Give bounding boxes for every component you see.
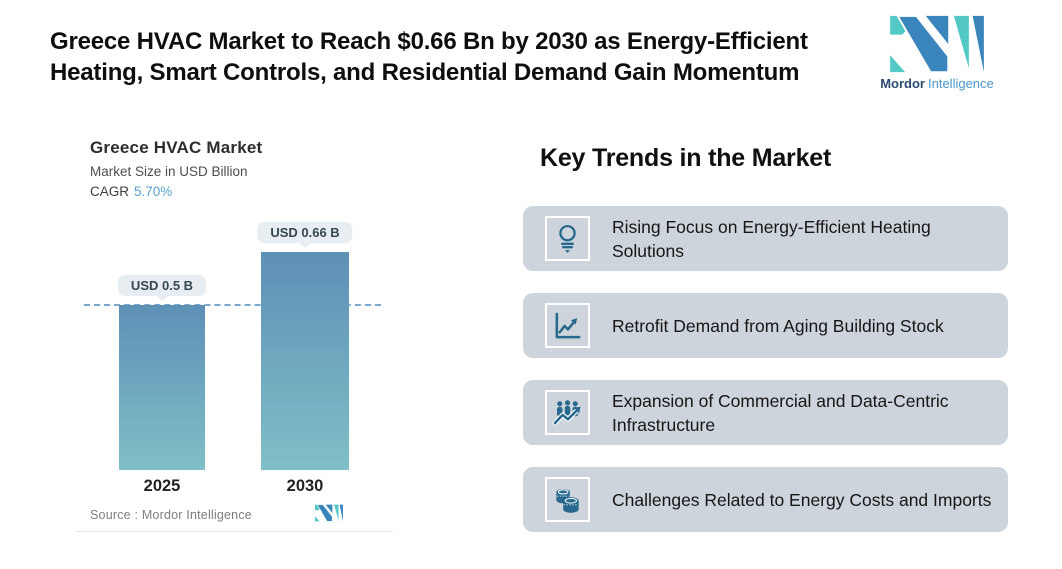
source-row: Source : Mordor Intelligence — [90, 506, 385, 524]
bar-plot: USD 0.5 B USD 0.66 B — [75, 120, 393, 470]
lightbulb-icon — [559, 224, 576, 254]
reference-dashed-line — [84, 304, 381, 306]
trend-text: Rising Focus on Energy-Efficient Heating… — [612, 216, 931, 261]
value-label-2025: USD 0.5 B — [117, 275, 207, 301]
people-growth-icon — [552, 400, 581, 426]
trend-card-energy-efficient-heating: Rising Focus on Energy-Efficient Heating… — [523, 206, 1008, 271]
chart-title: Greece HVAC Market — [90, 138, 263, 157]
trend-cards: Rising Focus on Energy-Efficient Heating… — [523, 206, 1008, 532]
trend-text: Challenges Related to Energy Costs and I… — [612, 489, 992, 510]
market-chart-panel: Greece HVAC Market Market Size in USD Bi… — [75, 120, 393, 532]
brand-name-bold: Mordor — [880, 76, 925, 91]
x-axis-label-2030: 2030 — [286, 477, 324, 495]
mordor-logo-icon — [890, 14, 984, 74]
brand-name-light: Intelligence — [928, 76, 994, 91]
value-pill-2030: USD 0.66 B — [257, 222, 353, 243]
x-axis-label-2025: 2025 — [143, 477, 181, 495]
page-title-line2: Heating, Smart Controls, and Residential… — [50, 59, 800, 86]
bar-2025 — [119, 305, 205, 470]
trend-icon-box — [545, 216, 590, 261]
trend-text: Expansion of Commercial and Data-Centric… — [612, 390, 949, 435]
page-title-line1: Greece HVAC Market to Reach $0.66 Bn by … — [50, 28, 808, 55]
value-pill-pointer — [154, 295, 169, 301]
value-pill-2025: USD 0.5 B — [117, 275, 207, 296]
cagr-label: CAGR — [90, 184, 130, 199]
page-title: Greece HVAC Market to Reach $0.66 Bn by … — [50, 26, 808, 88]
trend-icon-box — [545, 390, 590, 435]
mordor-logo-small-icon — [315, 504, 343, 522]
line-chart-icon — [555, 312, 581, 339]
brand-wordmark: Mordor Intelligence — [880, 76, 994, 91]
trend-icon-box — [545, 303, 590, 348]
brand-logo: Mordor Intelligence — [878, 14, 996, 91]
value-pill-pointer — [298, 242, 312, 248]
trend-card-energy-costs: Challenges Related to Energy Costs and I… — [523, 467, 1008, 532]
trend-card-retrofit-demand: Retrofit Demand from Aging Building Stoc… — [523, 293, 1008, 358]
cagr-value: 5.70% — [134, 184, 173, 199]
trend-icon-box — [545, 477, 590, 522]
value-label-2030: USD 0.66 B — [257, 222, 353, 248]
chart-subtitle: Market Size in USD Billion — [90, 164, 248, 179]
trend-text: Retrofit Demand from Aging Building Stoc… — [612, 315, 944, 336]
cagr-line: CAGR 5.70% — [90, 184, 172, 199]
coins-icon — [556, 488, 579, 513]
bar-2030 — [261, 252, 349, 470]
source-text: Source : Mordor Intelligence — [90, 508, 252, 522]
key-trends-panel: Key Trends in the Market Rising Focus on… — [523, 144, 1008, 554]
trends-heading: Key Trends in the Market — [540, 144, 832, 172]
trend-card-commercial-expansion: Expansion of Commercial and Data-Centric… — [523, 380, 1008, 445]
